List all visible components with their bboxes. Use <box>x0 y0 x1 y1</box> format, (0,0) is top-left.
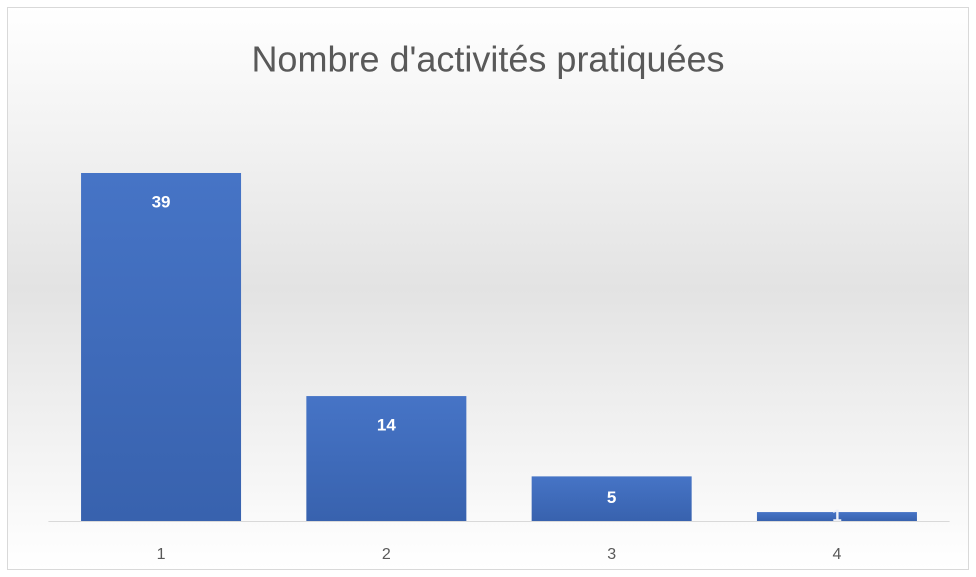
bar <box>81 173 242 521</box>
x-tick-label: 3 <box>607 546 616 563</box>
data-label: 39 <box>152 192 171 211</box>
data-label: 1 <box>832 506 841 525</box>
bar <box>531 476 692 521</box>
bar <box>306 396 467 521</box>
x-tick-label: 2 <box>382 546 391 563</box>
x-tick-label: 4 <box>832 546 841 563</box>
bar <box>756 512 917 521</box>
data-label: 5 <box>607 488 616 507</box>
data-label: 14 <box>377 416 396 435</box>
x-tick-label: 1 <box>157 546 166 563</box>
chart-title: Nombre d'activités pratiquées <box>251 39 724 80</box>
